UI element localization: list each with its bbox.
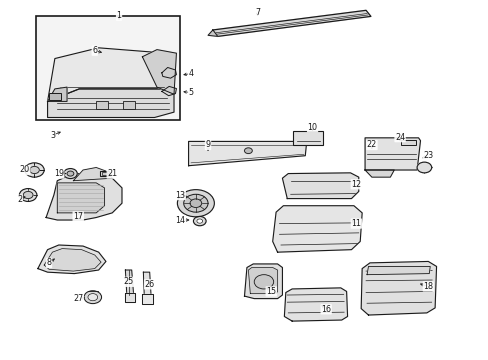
Text: 24: 24: [394, 132, 405, 141]
Text: 7: 7: [255, 8, 260, 17]
Text: 8: 8: [46, 258, 51, 267]
Polygon shape: [244, 264, 282, 298]
Circle shape: [183, 194, 207, 212]
Bar: [49, 93, 61, 100]
Polygon shape: [142, 50, 176, 94]
Polygon shape: [272, 206, 362, 252]
Text: 11: 11: [350, 219, 361, 228]
Bar: [102, 172, 107, 175]
Circle shape: [416, 162, 431, 173]
Polygon shape: [47, 87, 67, 102]
Polygon shape: [248, 267, 277, 294]
Text: 13: 13: [175, 190, 185, 199]
Text: 27: 27: [73, 294, 83, 303]
Text: 25: 25: [123, 277, 134, 286]
Text: 20: 20: [20, 166, 30, 175]
Text: 6: 6: [92, 46, 97, 55]
Circle shape: [63, 168, 77, 179]
Circle shape: [20, 189, 37, 202]
Polygon shape: [57, 183, 104, 213]
Bar: [400, 140, 415, 145]
Circle shape: [244, 148, 252, 154]
Bar: [96, 102, 108, 109]
Text: 16: 16: [321, 305, 330, 314]
Circle shape: [190, 199, 201, 207]
Text: 2: 2: [17, 195, 22, 204]
Text: 1: 1: [116, 11, 122, 20]
Polygon shape: [125, 270, 133, 295]
Circle shape: [88, 294, 98, 301]
Polygon shape: [366, 266, 429, 275]
Circle shape: [25, 163, 44, 177]
Bar: [122, 102, 135, 109]
Text: 12: 12: [350, 180, 361, 189]
Polygon shape: [162, 67, 176, 78]
Circle shape: [254, 275, 273, 289]
Polygon shape: [282, 173, 358, 199]
Text: 21: 21: [107, 169, 117, 178]
Circle shape: [193, 216, 205, 226]
Circle shape: [30, 166, 39, 174]
Polygon shape: [47, 48, 174, 102]
Bar: [36, 17, 180, 120]
Text: 18: 18: [423, 282, 432, 291]
Polygon shape: [44, 249, 101, 271]
Polygon shape: [207, 30, 217, 36]
Polygon shape: [73, 167, 112, 181]
Polygon shape: [142, 294, 153, 304]
Text: 17: 17: [73, 212, 83, 221]
Polygon shape: [365, 170, 393, 177]
Text: 15: 15: [265, 287, 276, 296]
Text: 22: 22: [366, 140, 376, 149]
Text: 23: 23: [422, 151, 432, 160]
Circle shape: [67, 171, 74, 176]
Text: 10: 10: [307, 123, 317, 132]
Circle shape: [197, 219, 202, 223]
Polygon shape: [361, 261, 436, 315]
Bar: [100, 171, 109, 176]
Polygon shape: [284, 288, 347, 321]
Text: 14: 14: [175, 216, 185, 225]
Text: 3: 3: [50, 131, 55, 140]
Circle shape: [84, 291, 102, 303]
Bar: [292, 131, 323, 145]
Polygon shape: [188, 141, 306, 166]
Text: 19: 19: [54, 169, 64, 178]
Circle shape: [177, 190, 214, 217]
Polygon shape: [38, 245, 106, 274]
Polygon shape: [143, 272, 151, 297]
Polygon shape: [212, 10, 370, 36]
Polygon shape: [365, 138, 420, 170]
Polygon shape: [162, 86, 176, 96]
Polygon shape: [124, 293, 135, 302]
Polygon shape: [47, 89, 174, 117]
Polygon shape: [46, 174, 122, 220]
Text: 5: 5: [188, 88, 193, 97]
Text: 9: 9: [205, 140, 210, 149]
Circle shape: [23, 192, 33, 199]
Text: 26: 26: [144, 280, 154, 289]
Text: 4: 4: [188, 69, 193, 78]
